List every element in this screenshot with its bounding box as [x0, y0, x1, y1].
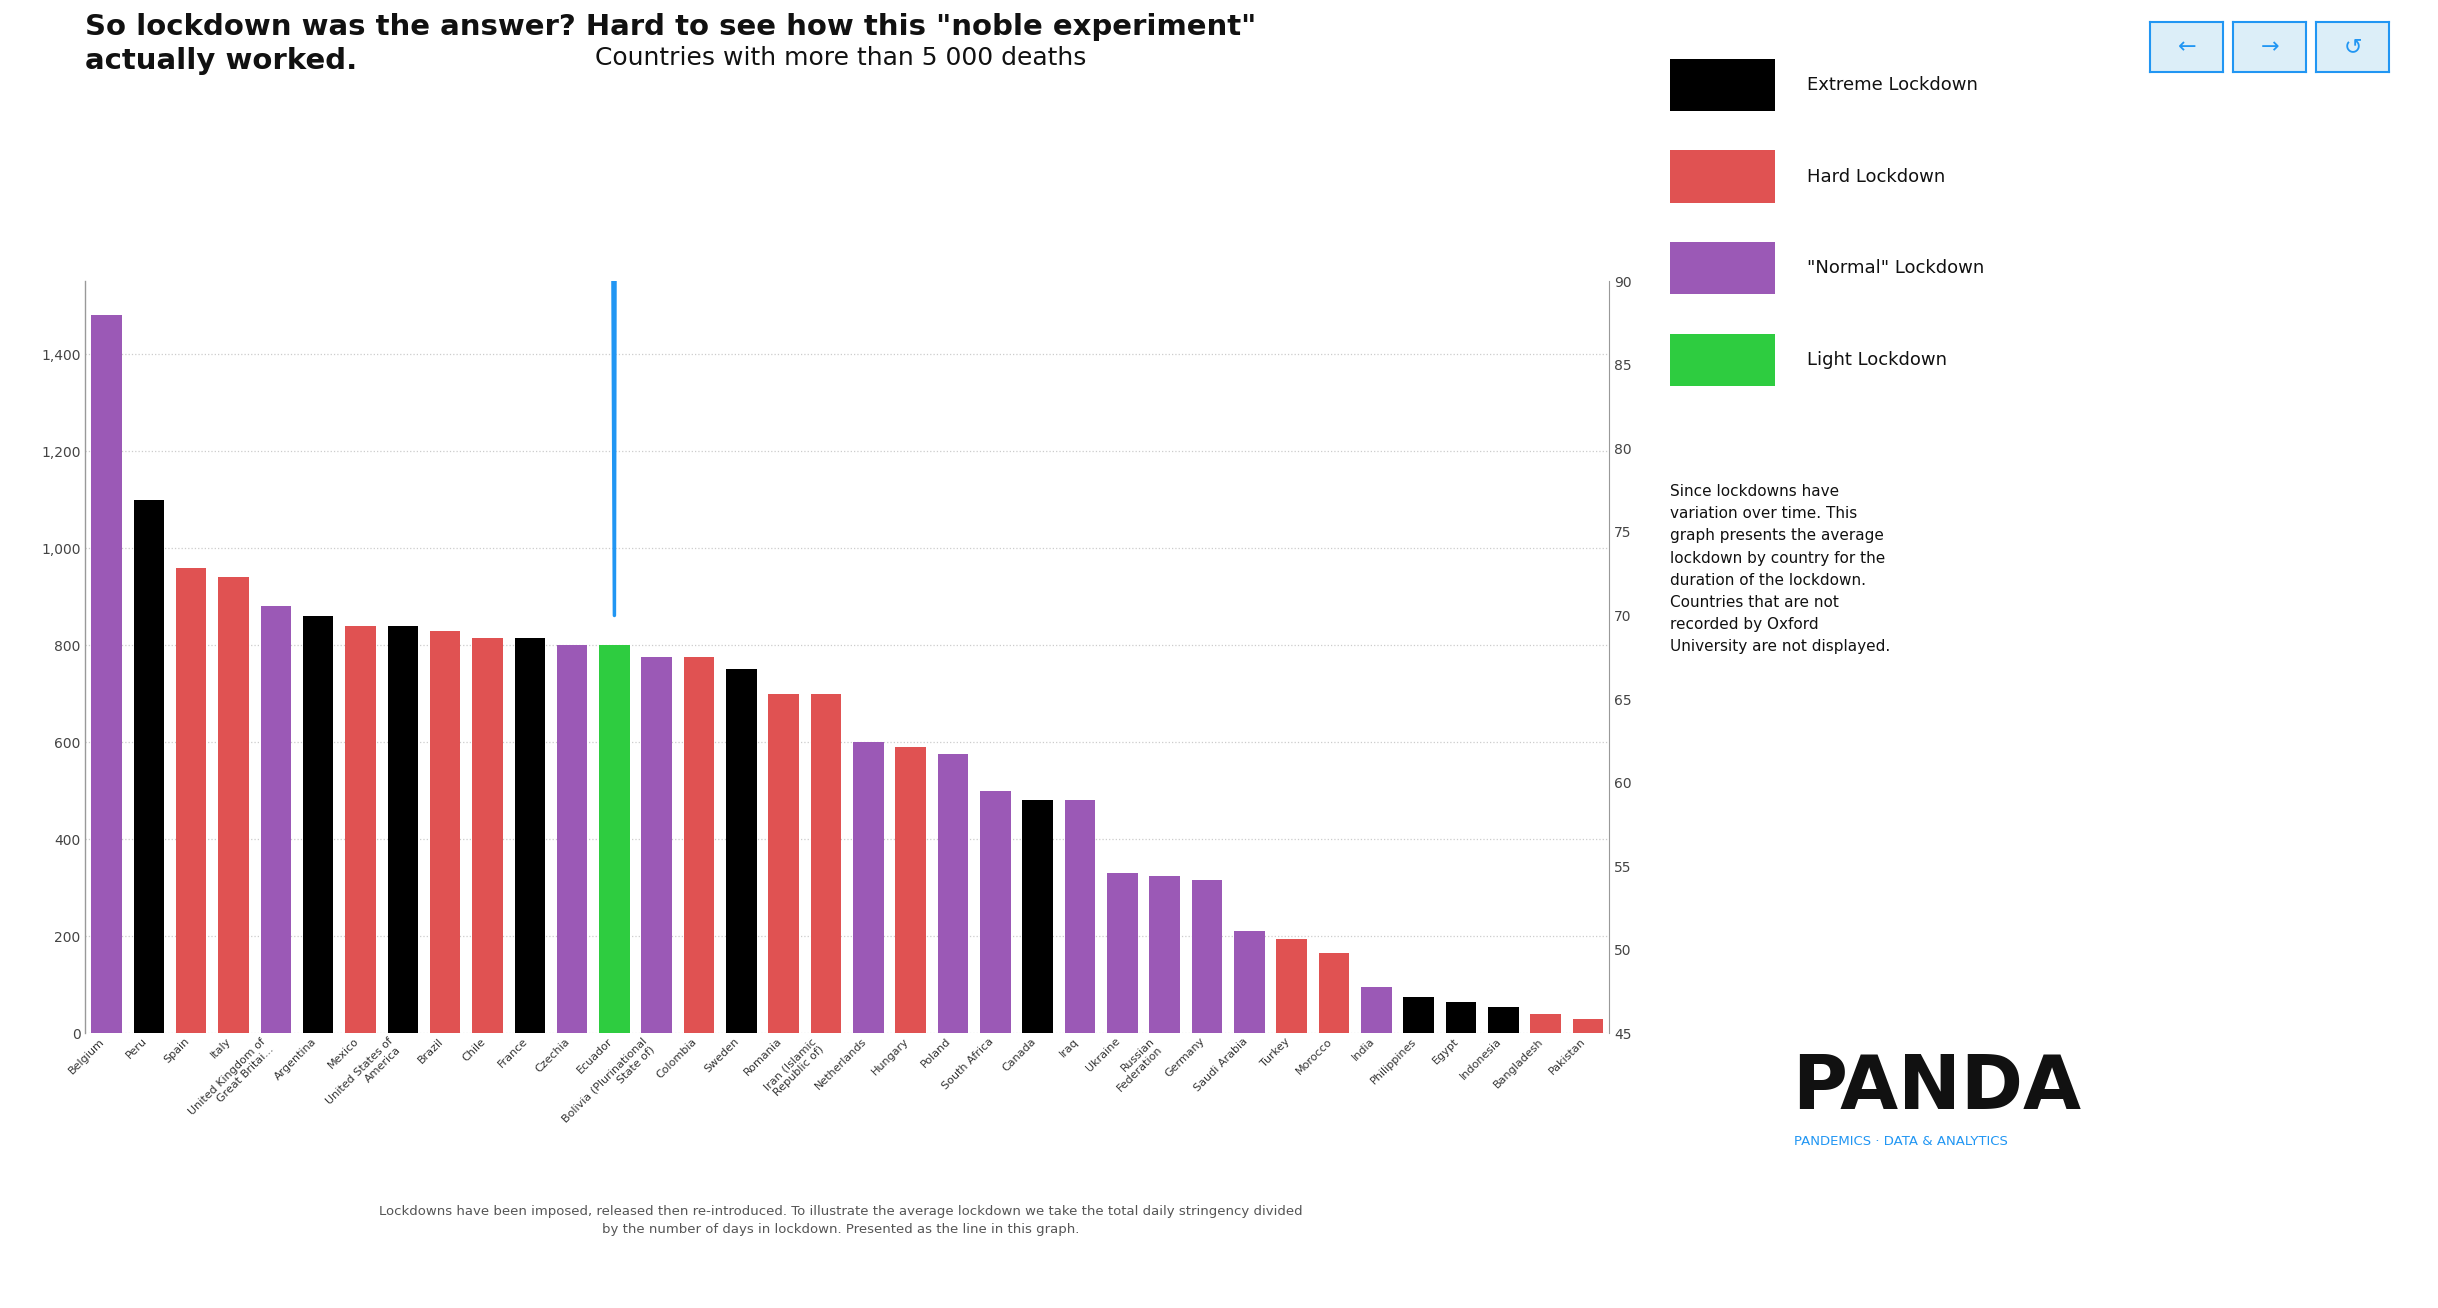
Text: Light Lockdown: Light Lockdown — [1807, 351, 1946, 369]
Bar — [219, 577, 249, 1033]
Bar — [1107, 874, 1139, 1033]
Text: Extreme Lockdown: Extreme Lockdown — [1807, 76, 1977, 94]
Bar — [1319, 954, 1348, 1033]
Bar — [1065, 800, 1095, 1033]
Bar — [1446, 1002, 1475, 1033]
Bar — [768, 693, 800, 1033]
Bar — [346, 625, 375, 1033]
Bar — [556, 645, 588, 1033]
Bar — [1192, 880, 1221, 1033]
Bar — [641, 657, 673, 1033]
Bar — [1148, 875, 1180, 1033]
Bar — [388, 625, 417, 1033]
Bar — [980, 791, 1012, 1033]
Text: Since lockdowns have
variation over time. This
graph presents the average
lockdo: Since lockdowns have variation over time… — [1670, 484, 1889, 654]
Text: ↺: ↺ — [2343, 37, 2362, 58]
Bar — [134, 500, 163, 1033]
Bar — [1278, 939, 1307, 1033]
Bar — [429, 630, 461, 1033]
Bar — [1573, 1019, 1604, 1033]
Text: PANDA: PANDA — [1792, 1052, 2082, 1125]
Bar — [853, 742, 883, 1033]
Text: "Normal" Lockdown: "Normal" Lockdown — [1807, 259, 1985, 277]
Bar — [812, 693, 841, 1033]
Text: Countries with more than 5 000 deaths: Countries with more than 5 000 deaths — [595, 46, 1087, 69]
Bar — [1404, 997, 1434, 1033]
Bar — [90, 315, 122, 1033]
Bar — [302, 616, 334, 1033]
Bar — [1022, 800, 1053, 1033]
Bar — [514, 638, 546, 1033]
Bar — [1487, 1007, 1519, 1033]
Bar — [895, 747, 926, 1033]
Bar — [1234, 931, 1265, 1033]
Bar — [176, 568, 207, 1033]
Text: →: → — [2260, 37, 2280, 58]
Bar — [600, 645, 629, 1033]
Text: Hard Lockdown: Hard Lockdown — [1807, 167, 1946, 186]
Bar — [473, 638, 502, 1033]
Bar — [683, 657, 714, 1033]
Text: PANDEMICS · DATA & ANALYTICS: PANDEMICS · DATA & ANALYTICS — [1794, 1135, 2009, 1148]
Bar — [1360, 988, 1392, 1033]
Bar — [261, 607, 290, 1033]
Text: So lockdown was the answer? Hard to see how this "noble experiment"
actually wor: So lockdown was the answer? Hard to see … — [85, 13, 1256, 75]
Bar — [1531, 1014, 1560, 1033]
Text: ←: ← — [2177, 37, 2197, 58]
Bar — [727, 670, 756, 1033]
Bar — [939, 755, 968, 1033]
Text: Lockdowns have been imposed, released then re-introduced. To illustrate the aver: Lockdowns have been imposed, released th… — [380, 1205, 1302, 1236]
